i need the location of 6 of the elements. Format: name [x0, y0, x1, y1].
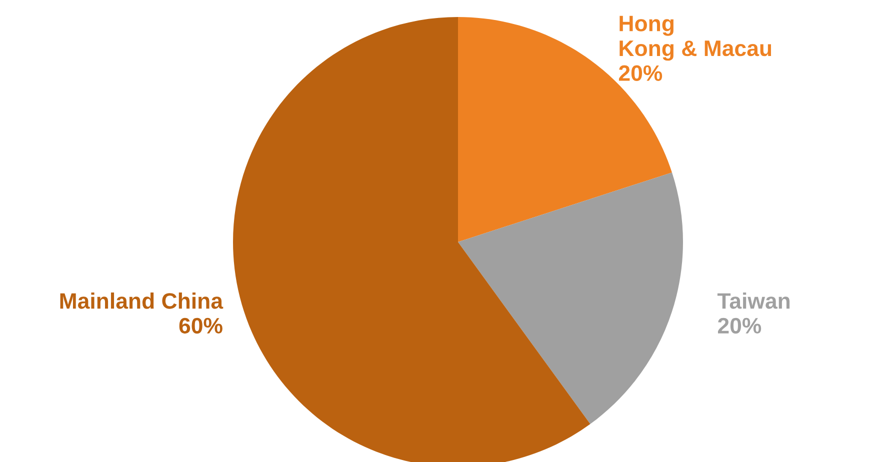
data-label: 20%	[718, 318, 762, 334]
data-label: 60%	[179, 318, 222, 334]
data-label: 20%	[618, 65, 662, 82]
slice-label: Mainland China	[60, 292, 224, 309]
slice-label: Taiwan	[717, 292, 790, 309]
slice-label: Hong Kong & Macau	[620, 16, 772, 61]
